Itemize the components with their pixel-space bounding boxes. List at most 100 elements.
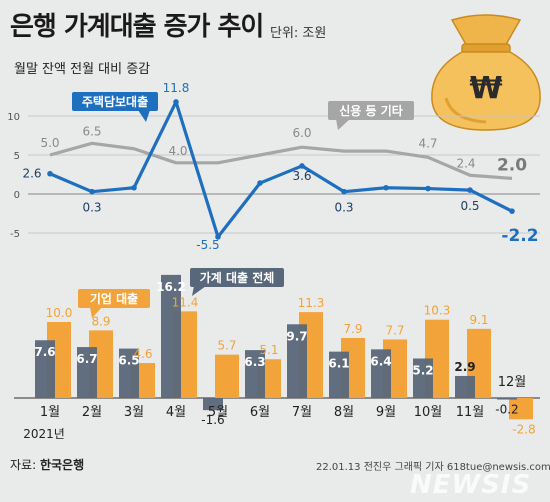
data-point xyxy=(89,188,95,195)
page-title: 은행 가계대출 증가 추이 xyxy=(10,12,264,42)
legend-label-mortgage: 주택담보대출 xyxy=(82,94,148,109)
data-point xyxy=(215,234,221,240)
legend-pointer xyxy=(90,307,102,318)
data-point xyxy=(467,187,473,193)
unit-label: 단위: 조원 xyxy=(270,26,327,41)
bar-household xyxy=(203,398,223,411)
data-label: 5.0 xyxy=(40,136,59,150)
data-label: 2.4 xyxy=(456,156,475,170)
bar-label-corporate: 4.6 xyxy=(133,347,152,361)
category-label: 7월 xyxy=(292,405,312,420)
bar-label-corporate: -2.8 xyxy=(512,422,535,436)
data-point xyxy=(131,184,137,191)
bar-household xyxy=(413,358,433,398)
credit-line: 22.01.13 전진우 그래픽 기자 618tue@newsis.com xyxy=(316,462,550,473)
line-chart: 10 5 0 -5 2.6 0.3 11.8 -5.5 3.6 0.3 0.5 -2.2 5.0 6.5 4… xyxy=(7,81,540,252)
y-tick-label: -5 xyxy=(10,229,20,240)
category-label: 8월 xyxy=(334,405,354,420)
category-label: 6월 xyxy=(250,405,270,420)
legend-box-mortgage xyxy=(72,92,158,111)
category-label: 12월 xyxy=(498,375,527,390)
bar-household xyxy=(245,350,265,398)
source-label: 자료: xyxy=(10,458,37,472)
bar-label-household: 7.6 xyxy=(34,345,55,359)
legend-pointer xyxy=(192,286,206,296)
data-label: 4.0 xyxy=(168,144,187,158)
data-label: 3.6 xyxy=(292,169,311,183)
category-label: 5월 xyxy=(208,405,228,420)
source-name: 한국은행 xyxy=(39,458,85,472)
year-label: 2021년 xyxy=(23,427,65,441)
data-label: 2.6 xyxy=(22,167,41,181)
category-label: 3월 xyxy=(124,405,144,420)
data-label: -2.2 xyxy=(501,226,538,246)
legend-box-household xyxy=(190,268,284,287)
bar-label-household: 16.2 xyxy=(156,280,186,294)
bar-label-household: 6.1 xyxy=(328,357,349,371)
bar-label-corporate: 8.9 xyxy=(91,314,110,328)
bar-household xyxy=(455,375,475,398)
money-bag-icon: ₩ xyxy=(431,14,541,131)
category-label: 4월 xyxy=(166,405,186,420)
data-label: 11.8 xyxy=(163,81,190,95)
bar-label-household: 6.7 xyxy=(76,352,97,366)
y-tick-label: 0 xyxy=(14,190,20,201)
data-label: 2.0 xyxy=(497,155,527,175)
bar-household xyxy=(119,348,139,398)
category-label: 2월 xyxy=(82,405,102,420)
bar-household xyxy=(35,340,55,398)
series-line-credit-etc xyxy=(49,141,513,180)
bar-label-household: 2.9 xyxy=(454,360,475,374)
bar-label-household: 6.3 xyxy=(244,355,265,369)
data-point xyxy=(257,180,263,186)
watermark: NEWSIS xyxy=(410,470,532,500)
legend-box-credit xyxy=(328,101,414,120)
source: 자료: 한국은행 xyxy=(10,456,84,473)
category-label: 11월 xyxy=(456,405,485,420)
data-point xyxy=(425,185,431,192)
bar-household xyxy=(329,351,349,398)
legend-pointer xyxy=(336,119,350,130)
bar-label-corporate: 9.1 xyxy=(469,313,488,327)
bar-label-household: -1.6 xyxy=(201,413,224,427)
category-label: 1월 xyxy=(40,405,60,420)
data-label: 4.7 xyxy=(418,136,437,150)
data-point xyxy=(509,208,515,214)
bar-label-corporate: 11.3 xyxy=(298,296,325,310)
bar-label-household: 9.7 xyxy=(286,329,307,343)
data-label: 0.3 xyxy=(334,201,353,215)
bar-chart: 7.610.01월6.78.92월6.54.63월16.211.44월-1.65… xyxy=(14,268,540,441)
bar-label-corporate: 11.4 xyxy=(172,295,199,309)
bar-corporate xyxy=(215,354,239,398)
bar-household xyxy=(161,274,181,398)
data-point xyxy=(173,99,179,105)
data-label: 0.5 xyxy=(460,199,479,213)
bar-household xyxy=(287,324,307,398)
legend-label-credit: 신용 등 기타 xyxy=(339,103,403,118)
bar-label-household: 6.4 xyxy=(370,354,391,368)
bar-corporate xyxy=(509,398,533,420)
legend-label-household: 가계 대출 전체 xyxy=(200,270,275,285)
data-label: 6.0 xyxy=(292,126,311,140)
bar-household xyxy=(77,347,97,398)
legend-box-corporate xyxy=(78,289,150,308)
legend-pointer xyxy=(138,110,150,122)
bar-household xyxy=(497,398,517,400)
subtitle: 월말 잔액 전월 대비 증감 xyxy=(14,62,151,77)
data-point xyxy=(383,184,389,191)
data-label: 6.5 xyxy=(82,124,101,138)
bar-label-corporate: 7.7 xyxy=(385,323,404,337)
data-point xyxy=(299,163,305,169)
category-label: 10월 xyxy=(414,405,443,420)
bar-label-household: 5.2 xyxy=(412,363,433,377)
bar-household xyxy=(371,349,391,398)
category-label: 9월 xyxy=(376,405,396,420)
y-tick-label: 5 xyxy=(14,151,20,162)
data-point xyxy=(341,188,347,195)
bar-label-corporate: 10.3 xyxy=(424,304,451,318)
y-tick-label: 10 xyxy=(7,112,20,123)
data-point xyxy=(47,170,53,177)
bar-label-corporate: 10.0 xyxy=(46,306,73,320)
